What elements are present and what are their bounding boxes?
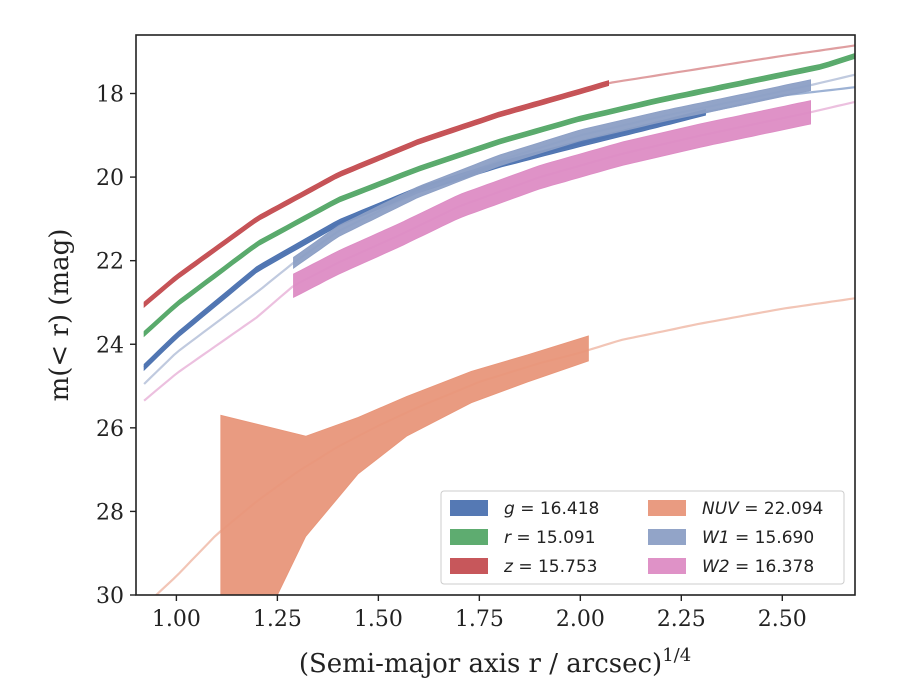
legend-label-g-value: = 16.418 bbox=[515, 499, 600, 519]
series-g-band bbox=[143, 108, 706, 372]
series-z bbox=[143, 44, 855, 308]
series-w2-band bbox=[293, 100, 811, 299]
legend-label-w2-var: W2 bbox=[702, 557, 730, 577]
legend-swatch-w1 bbox=[648, 529, 686, 545]
series-w2 bbox=[143, 100, 855, 402]
legend-swatch-r bbox=[450, 529, 488, 545]
legend-swatch-w2 bbox=[648, 558, 686, 574]
legend-label-r-var: r bbox=[504, 528, 512, 548]
y-tick-label: 18 bbox=[96, 83, 124, 108]
y-tick-label: 20 bbox=[96, 166, 124, 191]
legend-label-w1: W1 = 15.690 bbox=[702, 528, 814, 548]
legend-label-w1-value: = 15.690 bbox=[730, 528, 815, 548]
legend-label-z: z = 15.753 bbox=[503, 557, 597, 577]
legend-label-g: g = 16.418 bbox=[504, 499, 599, 519]
x-tick-label: 1.25 bbox=[253, 607, 302, 632]
series-w1-band bbox=[293, 79, 811, 269]
legend-label-w2-value: = 16.378 bbox=[730, 557, 815, 577]
x-axis-label-sup: 1/4 bbox=[662, 645, 691, 666]
y-tick-label: 22 bbox=[96, 250, 124, 275]
legend-box bbox=[440, 490, 845, 585]
x-axis-label-main: (Semi-major axis r / arcsec) bbox=[299, 649, 662, 679]
x-tick-label: 2.50 bbox=[758, 607, 807, 632]
x-tick-label: 1.50 bbox=[354, 607, 403, 632]
legend-label-z-var: z bbox=[503, 557, 514, 577]
legend-swatch-z bbox=[450, 558, 488, 574]
legend-label-nuv-var: NUV bbox=[702, 499, 740, 519]
y-tick-label: 30 bbox=[96, 584, 124, 609]
series-w1 bbox=[143, 73, 855, 385]
y-axis: 18 20 22 24 26 28 30 bbox=[96, 83, 136, 609]
legend-swatch-nuv bbox=[648, 500, 686, 516]
legend-label-w2: W2 = 16.378 bbox=[702, 557, 814, 577]
x-tick-label: 2.00 bbox=[556, 607, 605, 632]
legend-label-nuv-value: = 22.094 bbox=[739, 499, 824, 519]
x-tick-label: 2.25 bbox=[657, 607, 706, 632]
legend-label-r-value: = 15.091 bbox=[511, 528, 596, 548]
x-tick-label: 1.00 bbox=[152, 607, 201, 632]
y-tick-label: 26 bbox=[96, 417, 124, 442]
legend-label-g-var: g bbox=[504, 499, 515, 519]
legend-swatch-g bbox=[450, 500, 488, 516]
series-layer bbox=[143, 44, 855, 595]
legend-label-r: r = 15.091 bbox=[504, 528, 596, 548]
series-z-band bbox=[143, 80, 609, 308]
series-r-band bbox=[143, 52, 855, 338]
series-nuv-band bbox=[220, 335, 589, 595]
plot-frame bbox=[135, 34, 856, 596]
y-tick-label: 28 bbox=[96, 500, 124, 525]
x-axis-label: (Semi-major axis r / arcsec)1/4 bbox=[299, 645, 691, 679]
legend-label-w1-var: W1 bbox=[702, 528, 730, 548]
series-r bbox=[143, 52, 855, 338]
x-axis: 1.00 1.25 1.50 1.75 2.00 2.25 2.50 bbox=[152, 595, 807, 632]
y-tick-label: 24 bbox=[96, 333, 124, 358]
legend-label-nuv: NUV = 22.094 bbox=[702, 499, 823, 519]
legend-label-z-value: = 15.753 bbox=[513, 557, 598, 577]
x-tick-label: 1.75 bbox=[455, 607, 504, 632]
y-axis-label: m(< r) (mag) bbox=[45, 229, 75, 402]
series-nuv bbox=[155, 297, 855, 595]
